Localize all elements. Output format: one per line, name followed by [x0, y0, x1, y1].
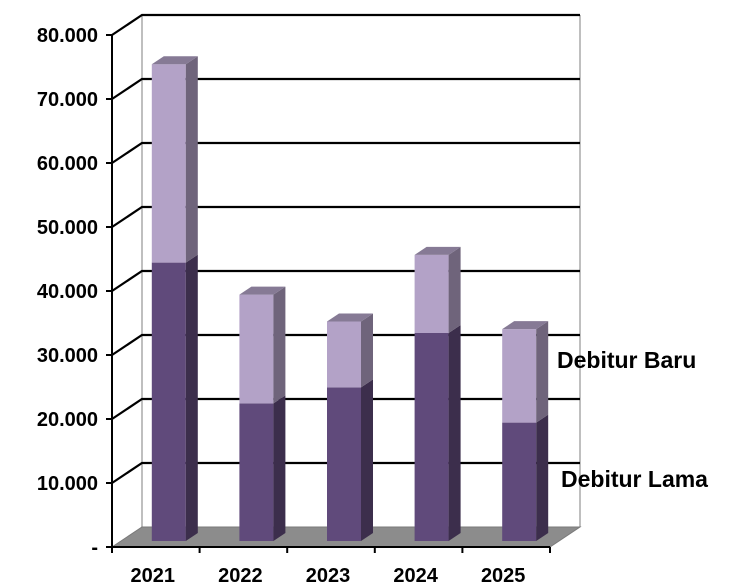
x-category-label: 2025 [481, 565, 526, 587]
y-axis-tick-labels: - 10.000 20.000 30.000 40.000 50.000 60.000 70.… [37, 25, 98, 559]
series-label-debitur-baru: Debitur Baru [557, 347, 696, 373]
y-tick-label: 40.000 [37, 281, 98, 303]
y-tick-label: 60.000 [37, 153, 98, 175]
y-tick-label: - [91, 537, 98, 559]
y-tick-label: 20.000 [37, 409, 98, 431]
bar-2024-debitur-lama [414, 325, 461, 541]
gridline-70.000 [111, 77, 580, 100]
gridline-50.000 [111, 205, 580, 228]
y-tick-label: 80.000 [37, 25, 98, 47]
gridline-80.000 [111, 13, 580, 36]
bar-2023-debitur-lama [327, 379, 373, 541]
axes [106, 34, 551, 553]
gridline-60.000 [111, 141, 580, 164]
y-tick-label: 10.000 [37, 473, 98, 495]
y-tick-label: 70.000 [37, 89, 98, 111]
series-labels: Debitur Lama Debitur Baru [557, 347, 708, 492]
x-category-label: 2023 [306, 565, 351, 587]
bar-2021-debitur-lama [151, 254, 198, 541]
x-category-label: 2024 [393, 565, 438, 587]
bar-2022-debitur-lama [239, 395, 286, 541]
y-tick-label: 30.000 [37, 345, 98, 367]
bar-2022-debitur-baru [239, 286, 286, 404]
series-label-debitur-lama: Debitur Lama [561, 466, 708, 492]
y-tick-label: 50.000 [37, 217, 98, 239]
bar-2023-debitur-baru [327, 313, 373, 388]
bar-2024-debitur-baru [414, 246, 461, 333]
x-category-label: 2022 [218, 565, 263, 587]
bar-2025-debitur-baru [502, 321, 549, 423]
x-category-label: 2021 [131, 565, 176, 587]
bars [151, 56, 549, 541]
bar-2025-debitur-lama [502, 414, 549, 541]
x-axis-category-labels: 2021 2022 2023 2024 2025 [131, 565, 526, 587]
bar-2021-debitur-baru [151, 56, 198, 263]
